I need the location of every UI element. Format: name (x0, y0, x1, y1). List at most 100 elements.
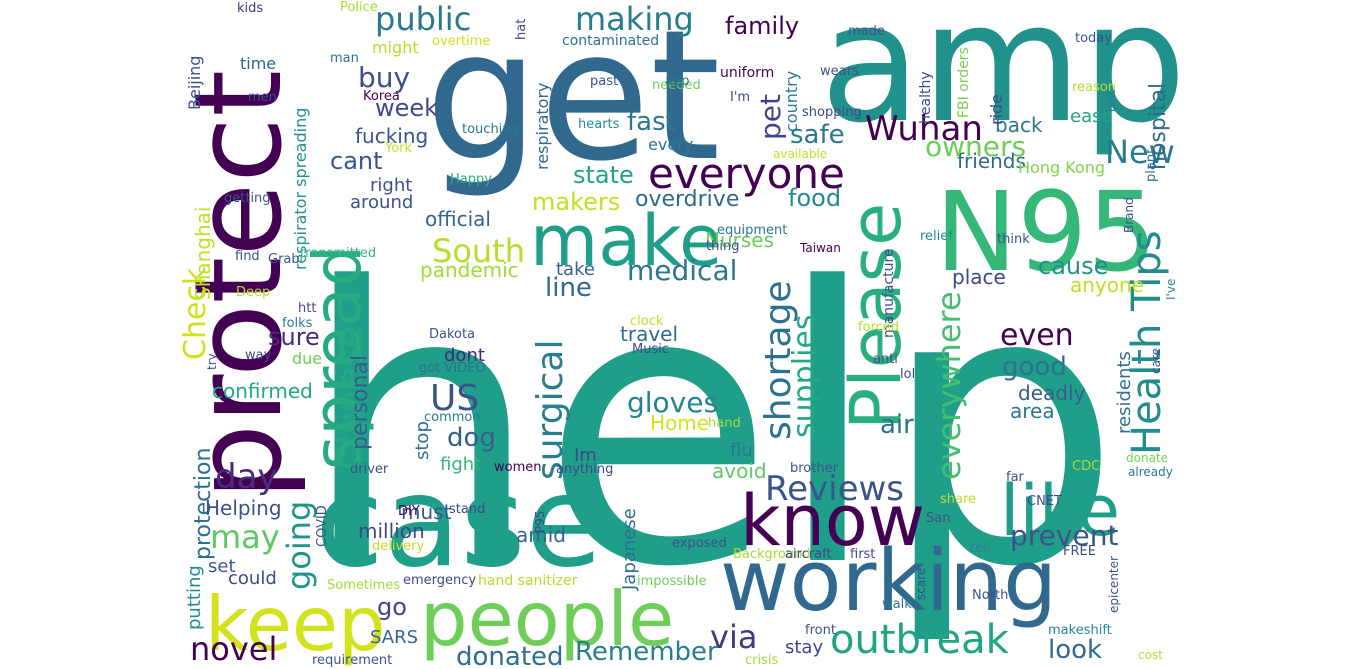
word: lol (900, 367, 915, 382)
word: Sometimes (327, 578, 400, 593)
word: million (358, 519, 425, 543)
word: Taiwan (799, 241, 841, 255)
word: care (1149, 348, 1163, 374)
word: like (1000, 470, 1120, 552)
word: look (1048, 635, 1102, 665)
word: FBI orders (956, 47, 972, 118)
word: going (280, 501, 318, 590)
word: good (1002, 352, 1067, 382)
word: contaminated (562, 33, 659, 49)
word: Background (733, 547, 811, 562)
word: Hong Kong (1018, 158, 1105, 177)
word: cost (1138, 648, 1163, 662)
word: prevent (1010, 519, 1118, 552)
word: state (573, 161, 634, 189)
word: driver (350, 462, 389, 477)
word: friends (957, 149, 1026, 173)
word: think (997, 232, 1030, 247)
word: P95 (533, 510, 547, 533)
word: go (377, 593, 407, 621)
word: every (648, 135, 693, 154)
word: ride (987, 94, 1006, 125)
word: protect (170, 70, 309, 500)
word: avoid (712, 459, 767, 483)
word: available (773, 147, 827, 161)
word: spread (299, 245, 376, 470)
word: North (972, 588, 1008, 603)
word: fight (440, 454, 481, 475)
word: needed (652, 78, 701, 93)
word: could (228, 568, 277, 589)
word: travel (620, 322, 678, 346)
word: transmitted (300, 246, 376, 261)
word: I've (1164, 279, 1178, 300)
word: DIY (398, 504, 420, 519)
word: Korea (363, 89, 400, 104)
word: respiratory (533, 83, 552, 171)
word: forced (858, 320, 899, 335)
word: share (940, 492, 976, 507)
word: hand sanitizer (478, 573, 578, 589)
word: donated (456, 642, 564, 669)
word: ease (1070, 106, 1113, 127)
word: food (788, 184, 841, 212)
word: cant (330, 147, 383, 175)
word: Japanese (619, 508, 640, 591)
word: already (1128, 465, 1173, 479)
word: Dakota (429, 327, 475, 342)
word: folks (282, 316, 313, 331)
word: made (848, 24, 885, 39)
word: must (401, 500, 452, 524)
word: public (375, 0, 471, 38)
word: anything (556, 462, 613, 477)
word: respirator spreading (291, 108, 310, 270)
word: SARS (370, 627, 418, 648)
word: pet (754, 94, 787, 140)
word: get (425, 0, 721, 201)
word: past (590, 74, 618, 89)
word: front (805, 623, 836, 638)
word: stay (785, 637, 823, 658)
word: delivery (372, 539, 425, 554)
word: equipment (717, 223, 787, 238)
word: today (1075, 31, 1112, 46)
word: time (240, 54, 276, 73)
word: residents (1114, 351, 1135, 434)
word: hat (514, 19, 529, 40)
word: crisis (745, 653, 778, 668)
word: overdrive (635, 187, 739, 212)
word: take (556, 259, 595, 280)
word: make (530, 200, 722, 282)
word: everyone (648, 149, 845, 198)
word: app (665, 74, 689, 89)
word: know (740, 480, 925, 562)
word: far (1006, 470, 1025, 485)
word: novel (190, 630, 277, 668)
word: anti (873, 352, 898, 367)
word: Please (835, 203, 917, 430)
word: via (710, 618, 757, 656)
word: shopping (802, 105, 862, 120)
word: official (425, 207, 491, 231)
word: back (995, 113, 1043, 137)
word: reason (1072, 80, 1116, 95)
word: makeshift (1048, 623, 1112, 638)
word: uniform (720, 65, 774, 81)
word: help (300, 207, 1121, 650)
word: Check (178, 267, 213, 360)
word: hospital (1146, 83, 1171, 170)
word: emergency (403, 573, 476, 588)
word: amp (820, 0, 1187, 159)
word: Wuhan (865, 109, 983, 149)
word: N95 (935, 168, 1157, 296)
word: try (205, 353, 219, 370)
word: requirement (312, 653, 392, 668)
word: Beijing (185, 56, 204, 110)
word: pandemic (420, 258, 519, 282)
word: donate (1126, 451, 1168, 465)
word: men (248, 90, 277, 105)
word: makers (532, 188, 620, 216)
word: touching (462, 122, 519, 137)
word: CDC (1072, 459, 1100, 474)
word: sure (268, 323, 320, 351)
